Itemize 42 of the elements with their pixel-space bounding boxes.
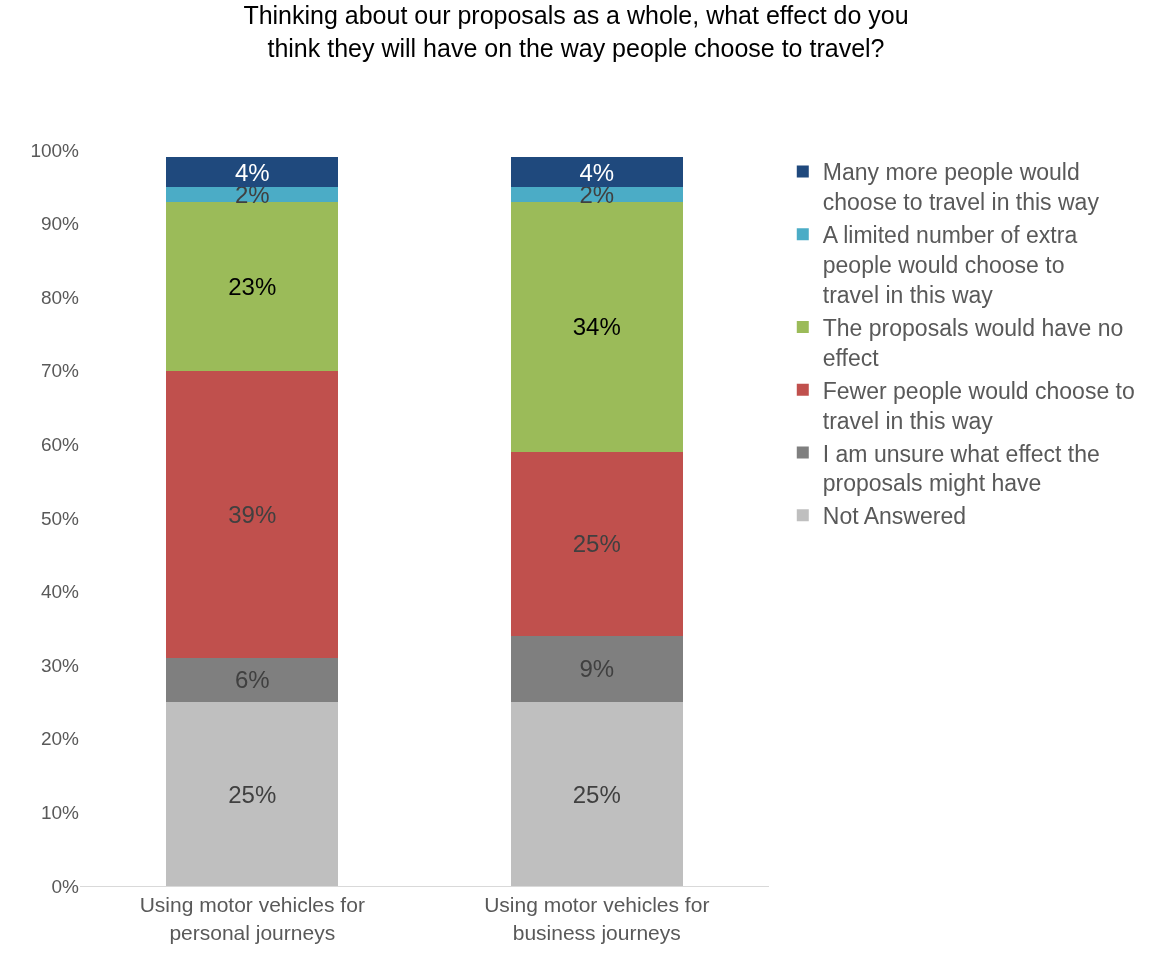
y-tick-label: 80%: [40, 286, 80, 308]
bar: [510, 451, 683, 636]
y-tick-label: 30%: [40, 654, 80, 676]
y-tick-label: 10%: [40, 802, 80, 824]
legend-label: A limited number of extra people would choose to travel in this way: [822, 222, 1078, 309]
y-tick-label: 60%: [40, 434, 80, 456]
legend-label: Many more people would choose to travel in this way: [822, 159, 1100, 216]
y-tick-label: 100%: [30, 139, 80, 161]
bar: [510, 157, 683, 187]
chart-title: Thinking about our proposals as a whole, what effect do you think they will have on the way people choose to travel?: [243, 1, 909, 62]
data-label: 25%: [572, 530, 621, 558]
bar: [510, 702, 683, 886]
x-tick-label: Using motor vehicles for business journeys: [484, 893, 710, 944]
legend-label: Not Answered: [822, 503, 966, 530]
y-tick-label: 50%: [40, 507, 80, 529]
bar: [510, 201, 683, 452]
legend-label: I am unsure what effect the proposals might have: [822, 440, 1100, 497]
data-label: 4%: [234, 158, 270, 186]
y-tick-label: 90%: [40, 213, 80, 235]
x-tick-label: Using motor vehicles for personal journeys: [139, 893, 365, 944]
data-label: 25%: [572, 780, 621, 808]
data-label: 34%: [572, 313, 621, 341]
data-label: 9%: [579, 655, 615, 683]
bar: [166, 370, 339, 658]
y-tick-label: 0%: [51, 875, 80, 897]
bar: [166, 157, 339, 187]
y-tick-label: 40%: [40, 581, 80, 603]
bar: [510, 186, 683, 202]
bar: [166, 201, 339, 371]
y-tick-label: 70%: [40, 360, 80, 382]
bar: [510, 635, 683, 702]
bar: [166, 702, 339, 886]
legend-label: The proposals would have no effect: [822, 314, 1124, 371]
data-label: 23%: [228, 272, 277, 300]
data-label: 6%: [234, 666, 270, 694]
legend-label: Fewer people would choose to travel in this way: [822, 377, 1135, 434]
bar: [166, 657, 339, 702]
data-label: 4%: [579, 158, 615, 186]
bar: [166, 186, 339, 202]
y-tick-label: 20%: [40, 728, 80, 750]
data-label: 39%: [228, 500, 277, 528]
data-label: 25%: [228, 780, 277, 808]
